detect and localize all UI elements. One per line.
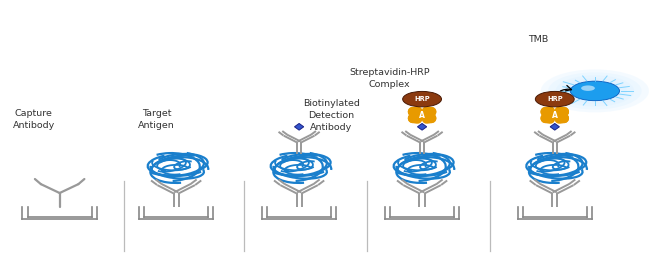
Polygon shape xyxy=(550,124,560,130)
Circle shape xyxy=(556,75,634,107)
Circle shape xyxy=(541,69,649,112)
Polygon shape xyxy=(294,124,304,130)
Polygon shape xyxy=(417,124,426,130)
Circle shape xyxy=(570,81,619,101)
Text: A: A xyxy=(552,110,558,120)
Text: Streptavidin-HRP
Complex: Streptavidin-HRP Complex xyxy=(350,68,430,89)
Circle shape xyxy=(536,92,574,107)
Text: TMB: TMB xyxy=(528,35,549,44)
Circle shape xyxy=(581,86,595,91)
Circle shape xyxy=(563,78,627,104)
Text: HRP: HRP xyxy=(547,96,563,102)
Text: Capture
Antibody: Capture Antibody xyxy=(12,109,55,130)
Text: HRP: HRP xyxy=(414,96,430,102)
Text: A: A xyxy=(419,110,425,120)
Text: Biotinylated
Detection
Antibody: Biotinylated Detection Antibody xyxy=(303,99,360,132)
Text: Target
Antigen: Target Antigen xyxy=(138,109,175,130)
Circle shape xyxy=(402,92,441,107)
Circle shape xyxy=(548,72,642,109)
